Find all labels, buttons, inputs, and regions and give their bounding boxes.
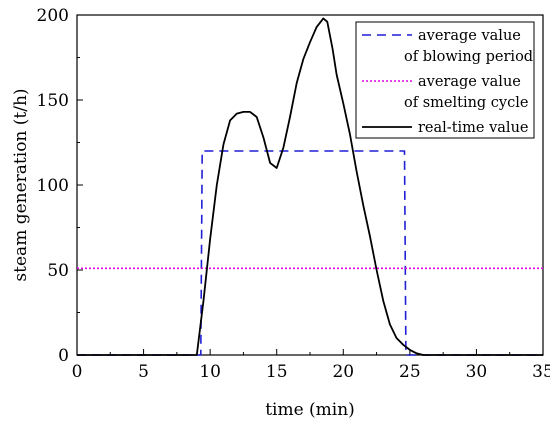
y-tick-label: 150 [37,91,69,111]
y-tick-label: 100 [37,176,69,196]
legend-label: average value [418,28,521,44]
x-tick-label: 0 [72,362,83,382]
x-tick-label: 15 [266,362,288,382]
x-tick-label: 35 [532,362,550,382]
series-layer [77,17,543,356]
x-tick-label: 30 [466,362,488,382]
legend-label: real-time value [418,120,529,136]
x-tick-label: 25 [399,362,421,382]
ticks-layer: 0 5 10 15 20 25 30 35 0 50 100 150 200 [37,6,550,382]
x-tick-label: 10 [199,362,221,382]
legend: average value of blowing period average va… [355,21,535,139]
legend-label: of blowing period [404,49,533,65]
y-axis-title: steam generation (t/h) [11,88,31,281]
x-tick-label: 20 [332,362,354,382]
series-line-2 [77,17,543,356]
legend-box [355,21,535,139]
y-tick-label: 0 [58,346,69,366]
y-tick-label: 200 [37,6,69,26]
legend-label: average value [418,74,521,90]
legend-label: of smelting cycle [404,95,528,111]
y-tick-label: 50 [47,261,69,281]
series-line-0 [77,150,543,356]
x-tick-label: 5 [138,362,149,382]
x-axis-title: time (min) [265,400,355,420]
